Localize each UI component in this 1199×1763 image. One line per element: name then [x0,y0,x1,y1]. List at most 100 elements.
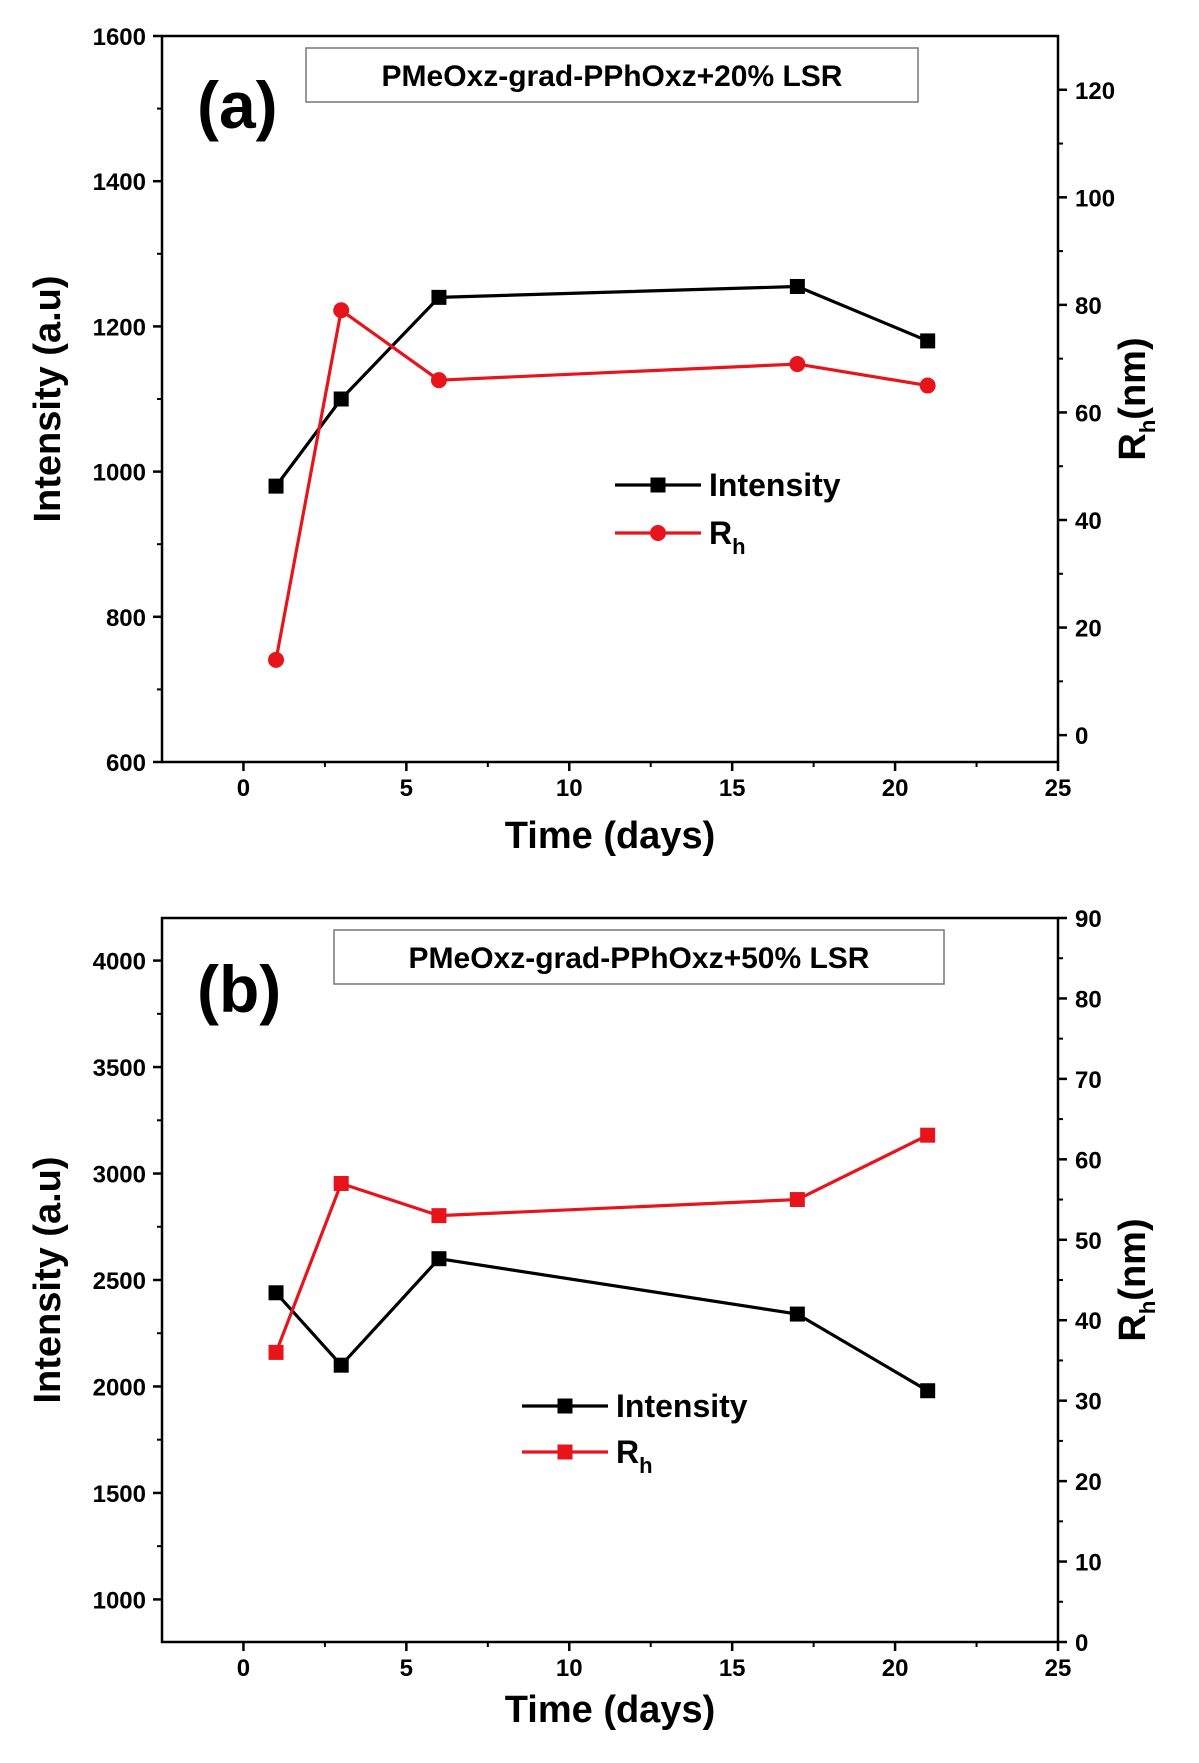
y2-axis-title: Rh(nm) [1112,337,1160,460]
series-line-intensity [274,284,929,488]
y2-tick-label: 30 [1075,1389,1102,1416]
x-tick-label: 15 [719,1655,746,1682]
y2-tick-label: 20 [1075,616,1102,643]
y-tick-label: 1500 [93,1481,146,1508]
data-point-rh [919,377,936,394]
data-point-rh [431,1208,447,1224]
y2-axis-title: Rh(nm) [1112,1218,1160,1341]
y-tick-label: 1400 [93,169,146,196]
data-point-intensity [268,478,284,494]
plot-frame [160,34,1060,764]
legend-label-main: R [616,1434,639,1470]
y-tick-label: 2500 [93,1268,146,1295]
data-point-intensity [268,1285,284,1301]
data-point-intensity [333,1357,349,1373]
y2-tick-label: 60 [1075,400,1102,427]
x-axis-title: Time (days) [505,815,715,857]
y2-axis-title-tail: (nm) [1112,337,1154,419]
legend-label-rh: Rh [616,1434,653,1478]
y2-tick-label: 10 [1075,1550,1102,1577]
y2-axis-title-sub: h [1135,420,1160,433]
data-point-rh [789,1192,805,1208]
y-tick-label: 2000 [93,1374,146,1401]
y2-tick-label: 40 [1075,508,1102,535]
y-tick-label: 800 [106,605,146,632]
data-point-rh [920,1127,936,1143]
x-tick-label: 10 [556,1655,583,1682]
y2-tick-label: 50 [1075,1228,1102,1255]
y-tick-label: 3000 [93,1162,146,1189]
data-point-rh [333,302,350,319]
x-tick-label: 25 [1045,1655,1072,1682]
legend-label-sub: h [639,1453,652,1478]
x-tick-label: 20 [882,775,909,802]
data-point-rh [430,372,447,389]
series-line-rh [274,1133,929,1353]
legend-marker-rh [557,1444,573,1460]
y-tick-label: 4000 [93,949,146,976]
x-tick-label: 0 [237,1655,250,1682]
y2-tick-label: 70 [1075,1067,1102,1094]
y2-tick-label: 60 [1075,1147,1102,1174]
y2-tick-label: 0 [1075,1630,1088,1657]
y-tick-label: 1200 [93,314,146,341]
x-tick-label: 5 [400,1655,413,1682]
data-point-intensity [920,1383,936,1399]
x-tick-label: 15 [719,775,746,802]
y-tick-label: 1600 [93,24,146,51]
y2-tick-label: 40 [1075,1308,1102,1335]
legend-marker-rh [650,525,666,541]
data-point-intensity [431,1251,447,1267]
y2-tick-label: 80 [1075,986,1102,1013]
data-point-intensity [333,391,349,407]
y2-axis-title-main: R [1112,1314,1154,1341]
chart-panel-a: 0 5 10 15 20 25 600 800 1000 1200 1400 1600 0 20 40 60 8… [27,24,1160,857]
y2-tick-label: 20 [1075,1469,1102,1496]
legend-marker-intensity [557,1398,573,1414]
series-line-intensity [274,1257,929,1393]
x-tick-label: 5 [400,775,413,802]
chart-title: PMeOxz-grad-PPhOxz+20% LSR [382,60,843,93]
legend-label-sub: h [732,534,745,559]
data-point-intensity [789,1306,805,1322]
y2-axis-title-tail: (nm) [1112,1218,1154,1300]
legend-label-main: Intensity [616,1388,748,1424]
legend-label-intensity: Intensity [709,467,841,503]
y-tick-label: 1000 [93,1587,146,1614]
y2-axis-title-sub: h [1135,1301,1160,1314]
y2-tick-label: 0 [1075,723,1088,750]
data-point-intensity [789,278,805,294]
x-axis-title: Time (days) [505,1689,715,1731]
plot-frame [160,916,1060,1644]
chart-title: PMeOxz-grad-PPhOxz+50% LSR [409,942,870,975]
y2-tick-label: 80 [1075,293,1102,320]
y-tick-label: 1000 [93,460,146,487]
title-box [333,929,945,985]
y-tick-label: 600 [106,750,146,777]
x-tick-label: 20 [882,1655,909,1682]
data-point-rh [789,356,806,373]
data-point-rh [268,1344,284,1360]
panel-label: (a) [197,68,278,142]
x-tick-label: 25 [1045,775,1072,802]
y-axis-title: Intensity (a.u) [27,275,69,522]
legend-label-main: R [709,515,732,551]
y-axis-title: Intensity (a.u) [27,1156,69,1403]
data-point-intensity [920,333,936,349]
legend-label-main: Intensity [709,467,841,503]
y2-tick-label: 100 [1075,185,1115,212]
data-point-rh [268,651,285,668]
y2-tick-label: 90 [1075,906,1102,933]
panel-label: (b) [197,952,281,1026]
legend-label-intensity: Intensity [616,1388,748,1424]
legend-label-rh: Rh [709,515,746,559]
y2-axis-title-main: R [1112,433,1154,460]
x-tick-label: 0 [237,775,250,802]
data-point-rh [333,1175,349,1191]
legend-marker-intensity [650,477,666,493]
x-tick-label: 10 [556,775,583,802]
title-box [305,47,919,103]
y2-tick-label: 120 [1075,78,1115,105]
data-point-intensity [431,289,447,305]
